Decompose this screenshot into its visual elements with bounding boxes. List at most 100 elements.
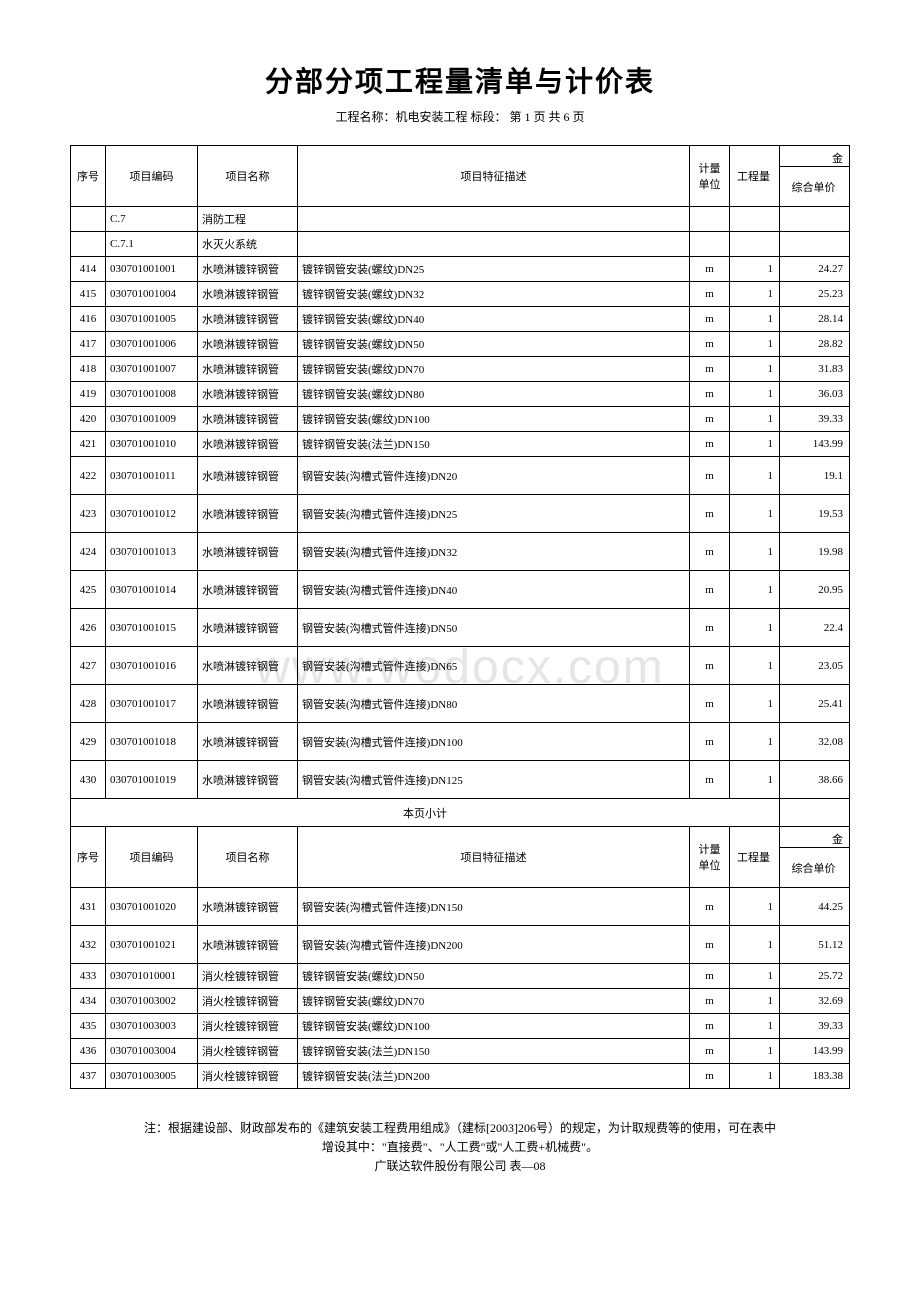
cell-desc: 钢管安装(沟槽式管件连接)DN200 (298, 926, 690, 964)
cell-desc: 钢管安装(沟槽式管件连接)DN125 (298, 761, 690, 799)
cell-seq (71, 232, 106, 257)
cell-name: 水灭火系统 (198, 232, 298, 257)
cell-code: 030701001016 (106, 647, 198, 685)
cell-unit: m (690, 282, 730, 307)
cell-seq: 427 (71, 647, 106, 685)
cell-desc: 钢管安装(沟槽式管件连接)DN50 (298, 609, 690, 647)
cell-name: 水喷淋镀锌钢管 (198, 457, 298, 495)
cell-price: 19.98 (780, 533, 850, 571)
cell-desc: 钢管安装(沟槽式管件连接)DN80 (298, 685, 690, 723)
cell-code: 030701001001 (106, 257, 198, 282)
cell-qty: 1 (730, 495, 780, 533)
cell-name: 水喷淋镀锌钢管 (198, 571, 298, 609)
cell-seq: 428 (71, 685, 106, 723)
cell-desc: 镀锌钢管安装(螺纹)DN70 (298, 989, 690, 1014)
footer-line2: 增设其中："直接费"、"人工费"或"人工费+机械费"。 (70, 1138, 850, 1157)
cell-code: 030701001020 (106, 888, 198, 926)
cell-qty: 1 (730, 1014, 780, 1039)
cell-qty: 1 (730, 533, 780, 571)
table-row: 424030701001013水喷淋镀锌钢管钢管安装(沟槽式管件连接)DN32m… (71, 533, 850, 571)
cell-unit: m (690, 761, 730, 799)
cell-seq: 434 (71, 989, 106, 1014)
cell-seq: 414 (71, 257, 106, 282)
cell-seq: 420 (71, 407, 106, 432)
cell-code: 030701001017 (106, 685, 198, 723)
cell-price: 23.05 (780, 647, 850, 685)
table-row: 425030701001014水喷淋镀锌钢管钢管安装(沟槽式管件连接)DN40m… (71, 571, 850, 609)
cell-price: 28.14 (780, 307, 850, 332)
cell-seq: 418 (71, 357, 106, 382)
cell-desc (298, 207, 690, 232)
table-row: C.7消防工程 (71, 207, 850, 232)
cell-price: 39.33 (780, 1014, 850, 1039)
cell-unit: m (690, 571, 730, 609)
cell-code: 030701001009 (106, 407, 198, 432)
cell-unit: m (690, 432, 730, 457)
cell-unit: m (690, 332, 730, 357)
cell-code: 030701010001 (106, 964, 198, 989)
cell-desc: 镀锌钢管安装(法兰)DN150 (298, 432, 690, 457)
cell-code: 030701001005 (106, 307, 198, 332)
table-row: 417030701001006水喷淋镀锌钢管镀锌钢管安装(螺纹)DN50m128… (71, 332, 850, 357)
cell-desc: 镀锌钢管安装(螺纹)DN50 (298, 332, 690, 357)
table-row: 423030701001012水喷淋镀锌钢管钢管安装(沟槽式管件连接)DN25m… (71, 495, 850, 533)
footer-line3: 广联达软件股份有限公司 表—08 (70, 1157, 850, 1176)
cell-qty: 1 (730, 571, 780, 609)
cell-code: 030701001014 (106, 571, 198, 609)
cell-desc: 镀锌钢管安装(螺纹)DN70 (298, 357, 690, 382)
cell-desc: 钢管安装(沟槽式管件连接)DN150 (298, 888, 690, 926)
cell-seq: 422 (71, 457, 106, 495)
subtotal-value (780, 799, 850, 827)
cell-desc: 钢管安装(沟槽式管件连接)DN65 (298, 647, 690, 685)
subtotal-row: 本页小计 (71, 799, 850, 827)
cell-seq: 432 (71, 926, 106, 964)
table-row: 416030701001005水喷淋镀锌钢管镀锌钢管安装(螺纹)DN40m128… (71, 307, 850, 332)
cell-desc: 镀锌钢管安装(法兰)DN150 (298, 1039, 690, 1064)
cell-unit: m (690, 1014, 730, 1039)
cell-seq: 436 (71, 1039, 106, 1064)
main-table: 序号 项目编码 项目名称 项目特征描述 计量单位 工程量 金 综合单价 C.7消… (70, 145, 850, 1089)
cell-code: 030701001011 (106, 457, 198, 495)
cell-code: 030701001008 (106, 382, 198, 407)
cell-qty (730, 207, 780, 232)
cell-name: 消防工程 (198, 207, 298, 232)
cell-seq: 433 (71, 964, 106, 989)
table-row: 434030701003002消火栓镀锌钢管镀锌钢管安装(螺纹)DN70m132… (71, 989, 850, 1014)
cell-code: 030701001018 (106, 723, 198, 761)
cell-code: 030701001007 (106, 357, 198, 382)
header2-desc: 项目特征描述 (298, 827, 690, 888)
cell-seq: 421 (71, 432, 106, 457)
table-row: 432030701001021水喷淋镀锌钢管钢管安装(沟槽式管件连接)DN200… (71, 926, 850, 964)
footer-note: 注：根据建设部、财政部发布的《建筑安装工程费用组成》（建标[2003]206号）… (70, 1119, 850, 1177)
header-seq: 序号 (71, 146, 106, 207)
cell-name: 水喷淋镀锌钢管 (198, 382, 298, 407)
header-qty: 工程量 (730, 146, 780, 207)
cell-name: 水喷淋镀锌钢管 (198, 432, 298, 457)
page-title: 分部分项工程量清单与计价表 (70, 60, 850, 100)
cell-name: 水喷淋镀锌钢管 (198, 533, 298, 571)
cell-desc: 钢管安装(沟槽式管件连接)DN32 (298, 533, 690, 571)
cell-desc: 钢管安装(沟槽式管件连接)DN20 (298, 457, 690, 495)
cell-name: 消火栓镀锌钢管 (198, 964, 298, 989)
cell-code: 030701003004 (106, 1039, 198, 1064)
table-row: 436030701003004消火栓镀锌钢管镀锌钢管安装(法兰)DN150m11… (71, 1039, 850, 1064)
cell-code: 030701003002 (106, 989, 198, 1014)
cell-price: 44.25 (780, 888, 850, 926)
table-body-1: C.7消防工程C.7.1水灭火系统414030701001001水喷淋镀锌钢管镀… (71, 207, 850, 799)
cell-price: 31.83 (780, 357, 850, 382)
table-row: 437030701003005消火栓镀锌钢管镀锌钢管安装(法兰)DN200m11… (71, 1064, 850, 1089)
cell-seq: 415 (71, 282, 106, 307)
cell-code: 030701001015 (106, 609, 198, 647)
table-row: 418030701001007水喷淋镀锌钢管镀锌钢管安装(螺纹)DN70m131… (71, 357, 850, 382)
cell-price: 25.72 (780, 964, 850, 989)
cell-qty: 1 (730, 257, 780, 282)
cell-code: C.7.1 (106, 232, 198, 257)
header-code: 项目编码 (106, 146, 198, 207)
cell-qty: 1 (730, 964, 780, 989)
cell-unit (690, 232, 730, 257)
cell-seq: 435 (71, 1014, 106, 1039)
cell-desc (298, 232, 690, 257)
page-subtitle: 工程名称：机电安装工程 标段： 第 1 页 共 6 页 (70, 108, 850, 125)
cell-name: 水喷淋镀锌钢管 (198, 407, 298, 432)
cell-code: 030701001010 (106, 432, 198, 457)
